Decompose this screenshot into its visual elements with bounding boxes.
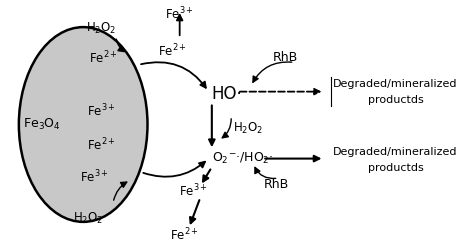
Text: Degraded/mineralized: Degraded/mineralized bbox=[333, 147, 458, 158]
Text: Fe$^{3+}$: Fe$^{3+}$ bbox=[165, 5, 194, 22]
Text: O$_2$$^{-}$·/HO$_2$·: O$_2$$^{-}$·/HO$_2$· bbox=[212, 151, 273, 166]
Text: RhB: RhB bbox=[264, 178, 289, 191]
Text: Fe$^{2+}$: Fe$^{2+}$ bbox=[170, 226, 199, 243]
Text: productds: productds bbox=[368, 163, 423, 173]
Text: Fe$^{3+}$: Fe$^{3+}$ bbox=[80, 169, 109, 185]
Text: Fe$^{2+}$: Fe$^{2+}$ bbox=[90, 49, 118, 66]
Text: HO·: HO· bbox=[212, 85, 243, 103]
Text: H$_2$O$_2$: H$_2$O$_2$ bbox=[86, 21, 117, 36]
Ellipse shape bbox=[19, 27, 147, 222]
Text: H$_2$O$_2$: H$_2$O$_2$ bbox=[73, 211, 103, 226]
Text: Fe$^{2+}$: Fe$^{2+}$ bbox=[87, 137, 116, 153]
Text: Fe$^{2+}$: Fe$^{2+}$ bbox=[158, 43, 187, 60]
Text: Fe$^{3+}$: Fe$^{3+}$ bbox=[87, 103, 116, 120]
Text: productds: productds bbox=[368, 95, 423, 105]
Text: Degraded/mineralized: Degraded/mineralized bbox=[333, 79, 458, 89]
Text: Fe$_3$O$_4$: Fe$_3$O$_4$ bbox=[23, 117, 61, 132]
Text: H$_2$O$_2$: H$_2$O$_2$ bbox=[233, 121, 263, 136]
Text: Fe$^{3+}$: Fe$^{3+}$ bbox=[179, 183, 208, 200]
Text: RhB: RhB bbox=[273, 51, 298, 64]
